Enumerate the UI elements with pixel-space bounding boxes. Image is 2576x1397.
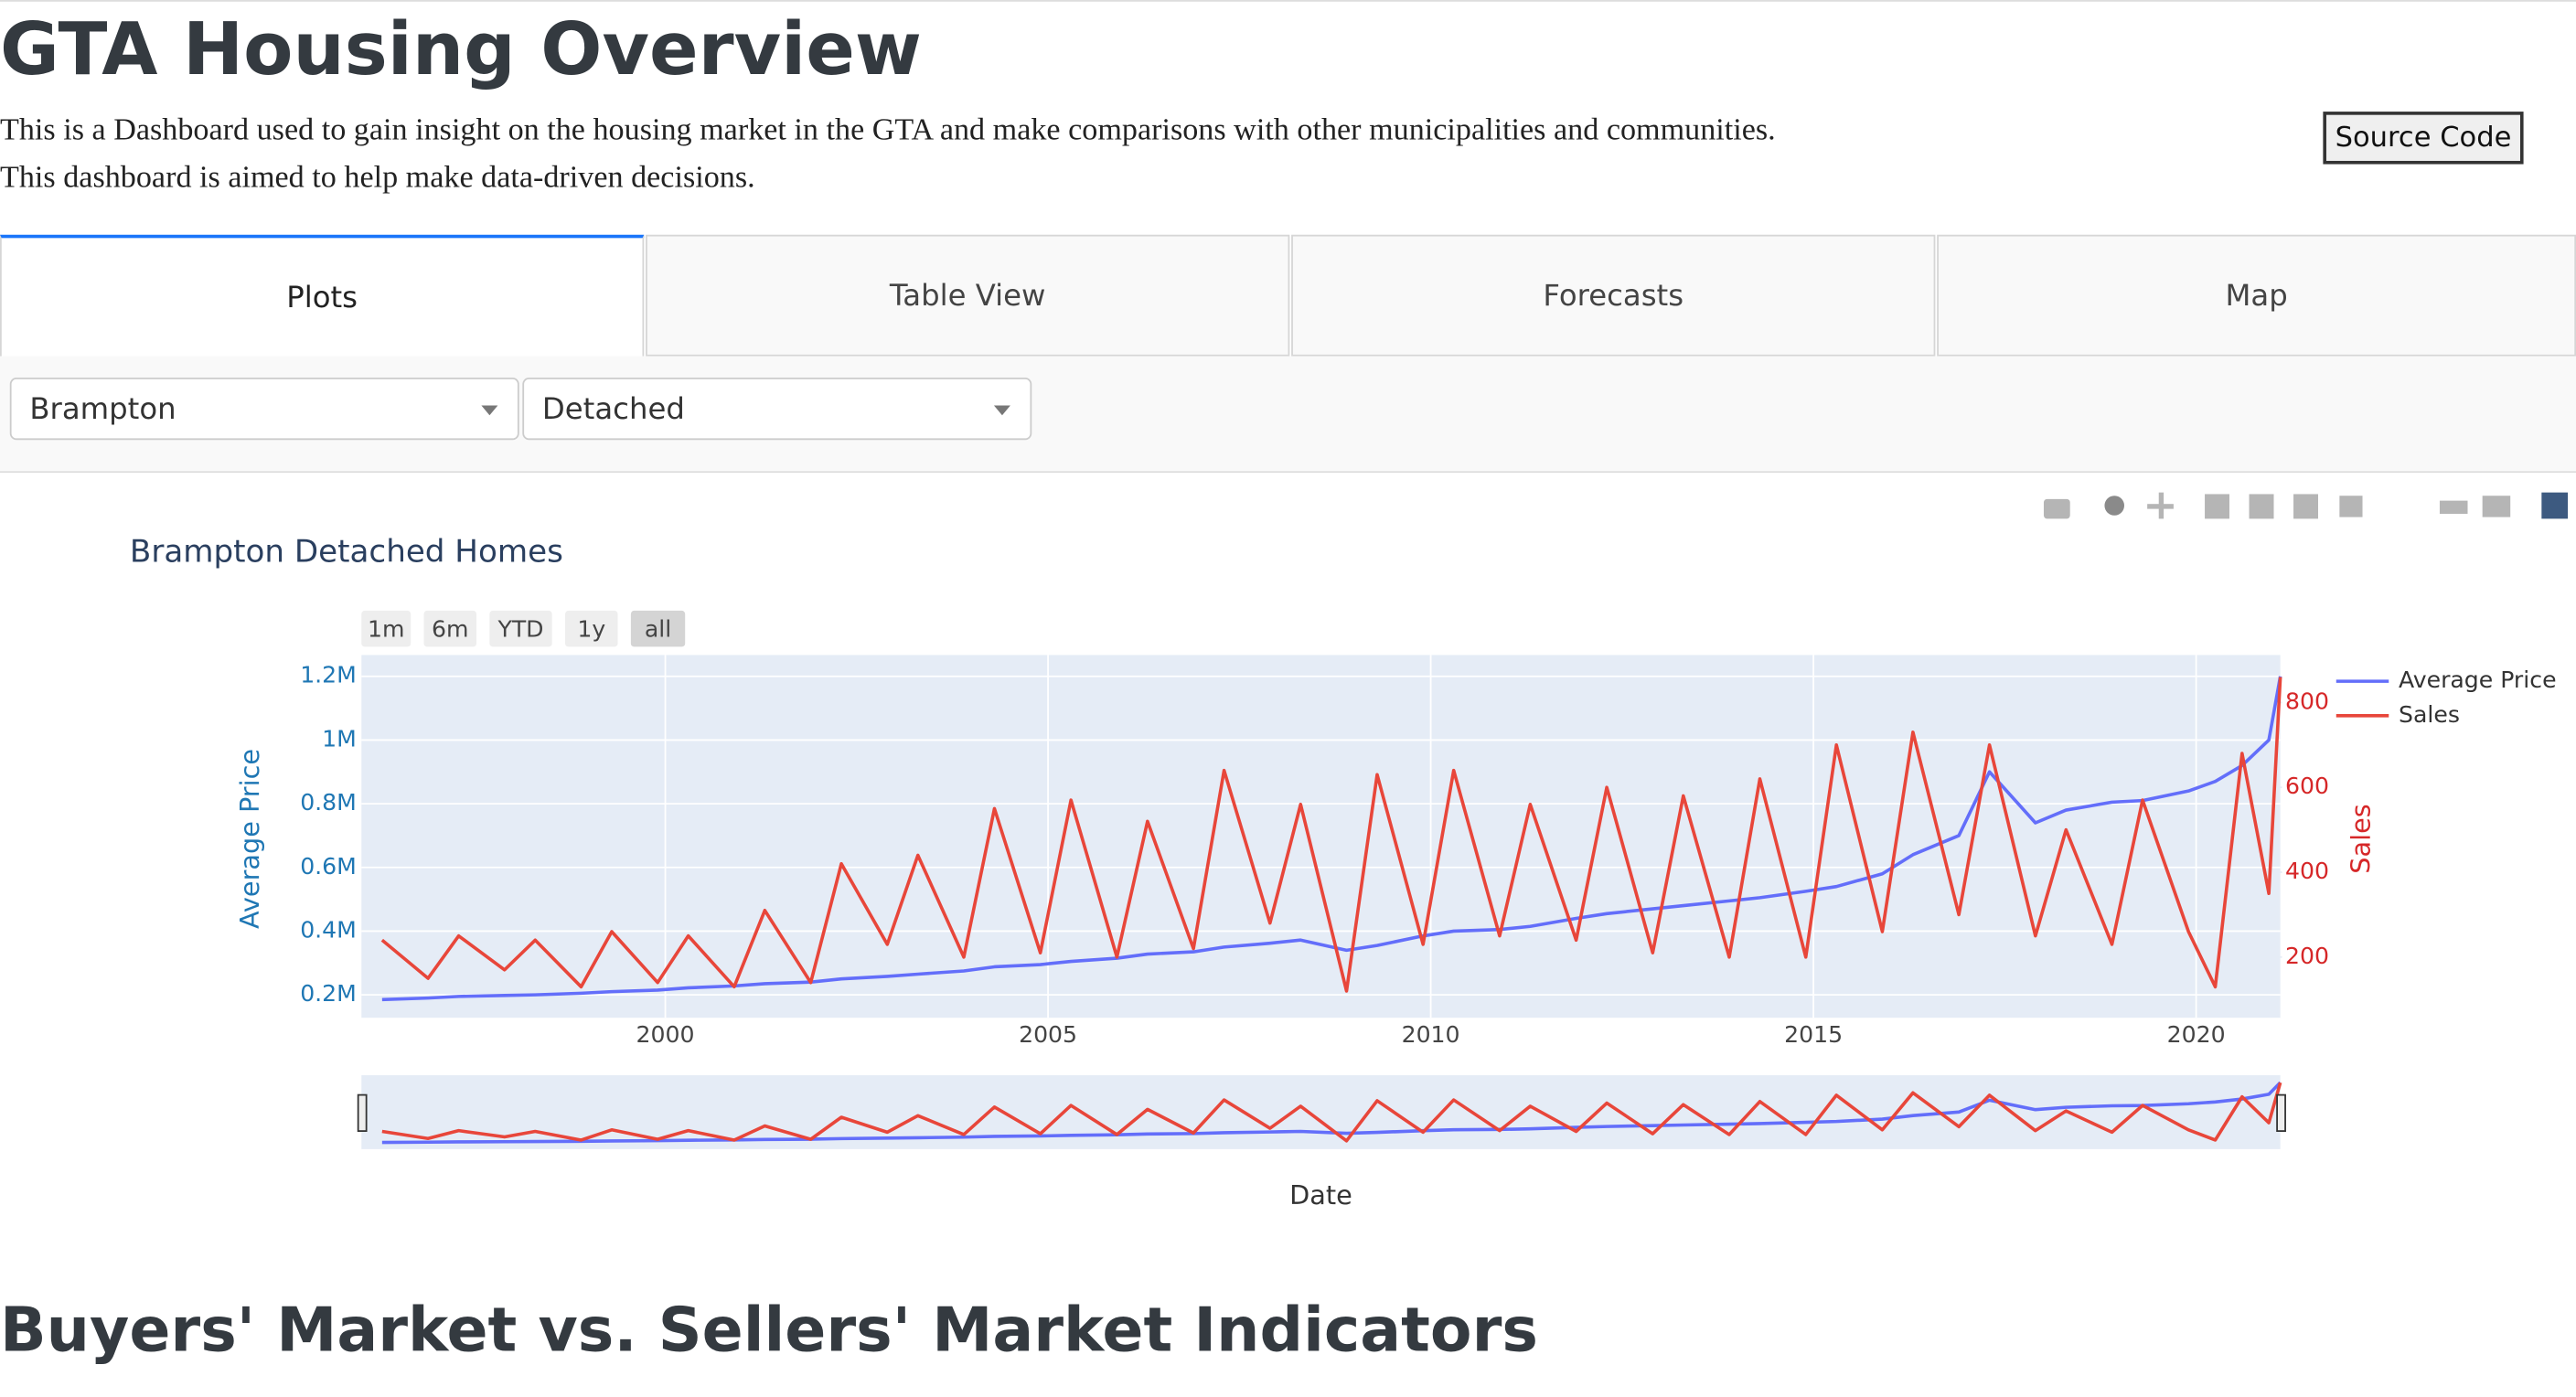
source-button[interactable]: Source Code bbox=[2323, 112, 2524, 165]
x-tick-label: 2010 bbox=[1402, 1021, 1460, 1048]
slider-handle[interactable] bbox=[2276, 1093, 2286, 1132]
range-button[interactable] bbox=[489, 610, 552, 647]
y-axis-title: Average Price bbox=[234, 749, 265, 929]
description: This dashboard is aimed to help make dat… bbox=[0, 160, 755, 196]
x-tick-label: 2005 bbox=[1019, 1021, 1077, 1048]
range-button[interactable] bbox=[565, 610, 618, 647]
tab[interactable]: Plots bbox=[0, 234, 645, 357]
y-tick-label: 0.2M bbox=[300, 980, 357, 1007]
dropdown[interactable]: Detached bbox=[522, 377, 1032, 441]
tab[interactable]: Forecasts bbox=[1291, 234, 1936, 357]
y-tick-label: 1M bbox=[322, 725, 357, 752]
x-axis-title: Date bbox=[1289, 1179, 1352, 1210]
series-line bbox=[380, 677, 2282, 993]
range-button-label: 1m bbox=[368, 615, 404, 642]
y-tick-label: 0.4M bbox=[300, 916, 357, 943]
x-tick-label: 2015 bbox=[1784, 1021, 1843, 1048]
range-button[interactable] bbox=[423, 610, 477, 647]
legend-label: Sales bbox=[2399, 701, 2460, 728]
range-button[interactable] bbox=[630, 610, 686, 647]
range-button-label: all bbox=[645, 615, 671, 642]
range-button-label: 6m bbox=[432, 615, 468, 642]
slider-line bbox=[381, 1081, 2282, 1145]
range-button[interactable] bbox=[361, 610, 412, 647]
y-tick-label: 0.6M bbox=[300, 853, 357, 880]
y2-tick-label: 600 bbox=[2285, 773, 2329, 799]
y2-axis-title: Sales bbox=[2346, 804, 2377, 873]
y2-tick-label: 800 bbox=[2285, 688, 2329, 714]
y2-tick-label: 400 bbox=[2285, 858, 2329, 884]
page-title: GTA Housing Overview bbox=[0, 7, 922, 92]
x-tick-label: 2020 bbox=[2167, 1021, 2226, 1048]
range-button-label: YTD bbox=[497, 615, 543, 642]
slider-handle[interactable] bbox=[357, 1093, 368, 1132]
slider-line bbox=[381, 1082, 2282, 1143]
chart-title: Brampton Detached Homes bbox=[130, 534, 563, 571]
tab[interactable]: Map bbox=[1937, 234, 2576, 357]
y-tick-label: 1.2M bbox=[300, 662, 357, 688]
legend-label: Average Price bbox=[2399, 667, 2557, 693]
dropdown[interactable]: Brampton bbox=[9, 377, 519, 441]
series-line bbox=[381, 676, 2282, 1002]
chart: Brampton Detached Homes Date Average Pri… bbox=[130, 492, 2569, 1210]
section-title: Buyers' Market vs. Sellers' Market Indic… bbox=[0, 1295, 1538, 1366]
range-button-label: 1y bbox=[577, 615, 605, 642]
y-tick-label: 0.8M bbox=[300, 789, 357, 816]
y2-tick-label: 200 bbox=[2285, 943, 2329, 969]
x-tick-label: 2000 bbox=[636, 1021, 695, 1048]
tab[interactable]: Table View bbox=[646, 234, 1290, 357]
description: This is a Dashboard used to gain insight… bbox=[0, 112, 1776, 148]
modebar[interactable] bbox=[2043, 492, 2569, 519]
plot-area bbox=[361, 655, 2281, 1018]
